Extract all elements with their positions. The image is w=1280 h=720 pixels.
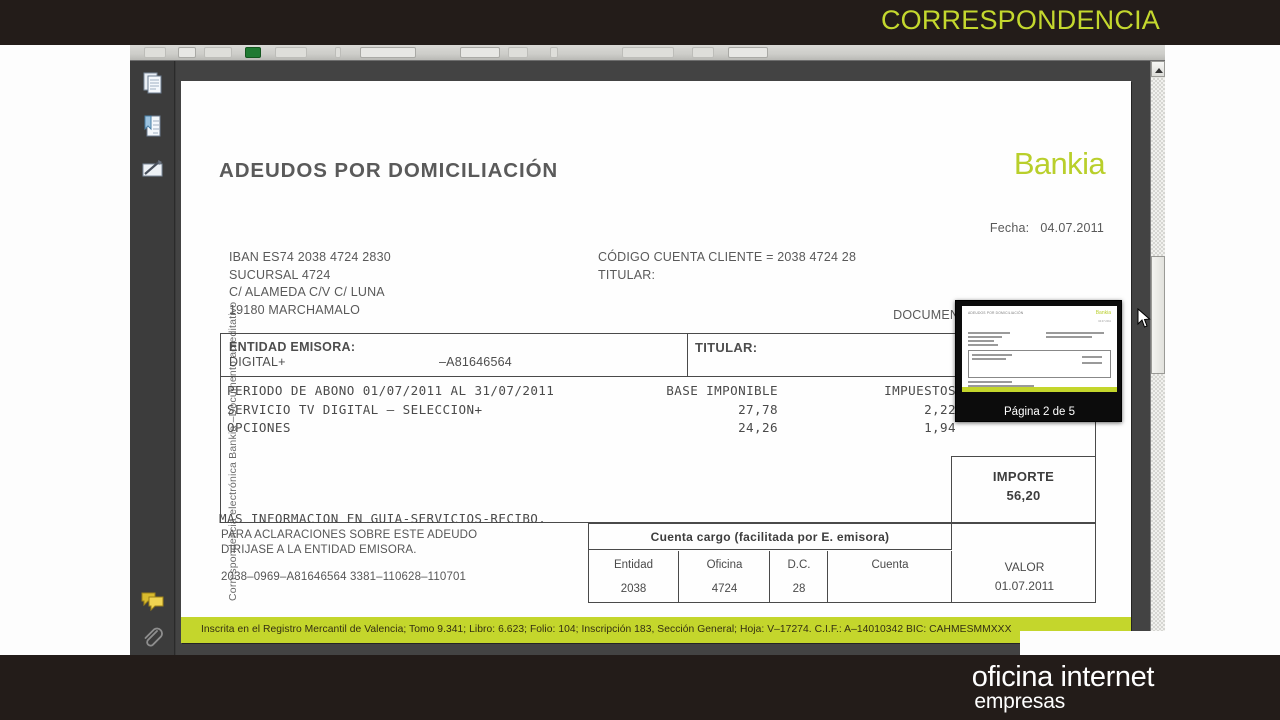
table-cell-cuenta: Cuenta bbox=[829, 551, 952, 603]
scrollbar-thumb[interactable] bbox=[1151, 256, 1165, 374]
bottom-brand-bar: oficina internet empresas bbox=[0, 655, 1280, 720]
toolbar-button-tools[interactable] bbox=[622, 47, 674, 58]
top-brand-bar: CORRESPONDENCIA bbox=[0, 0, 1280, 45]
detail-table: ENTIDAD EMISORA: DIGITAL+ –A81646564 TIT… bbox=[220, 333, 1097, 523]
pages-panel-icon[interactable] bbox=[140, 70, 166, 96]
col-header-dc: D.C. bbox=[787, 559, 811, 571]
fecha-value: 04.07.2011 bbox=[1040, 221, 1104, 235]
table-cell-oficina: Oficina 4724 bbox=[680, 551, 770, 603]
pdf-reader-window: Correspondencia electrónica Bankia –Docu… bbox=[130, 45, 1165, 655]
entidad-emisora-label: ENTIDAD EMISORA: bbox=[229, 340, 356, 354]
entidad-emisora-nif: –A81646564 bbox=[439, 355, 512, 369]
thumbnail-title: ADEUDOS POR DOMICILIACIÓN bbox=[968, 311, 1024, 315]
cuenta-cargo-header: Cuenta cargo (facilitada por E. emisora) bbox=[589, 524, 952, 550]
importe-label: IMPORTE bbox=[992, 469, 1055, 484]
page-preview-thumbnail: ADEUDOS POR DOMICILIACIÓN Bankia 04.07.2… bbox=[962, 306, 1117, 392]
navigation-pane-rail bbox=[130, 61, 175, 655]
mouse-cursor bbox=[1137, 307, 1151, 329]
legal-text: Inscrita en el Registro Mercantil de Val… bbox=[201, 624, 1012, 635]
col-value-oficina: 4724 bbox=[711, 583, 738, 595]
signatures-panel-icon[interactable] bbox=[140, 156, 166, 182]
col-header-cuenta: Cuenta bbox=[871, 559, 909, 571]
cuenta-cargo-table: Cuenta cargo (facilitada por E. emisora)… bbox=[588, 523, 1096, 603]
brand-logo-line2: empresas bbox=[974, 690, 1065, 713]
base-imponible-column: BASE IMPONIBLE 27,78 24,26 bbox=[666, 383, 778, 435]
internal-reference: 2038–0969–A81646564 3381–110628–110701 bbox=[221, 571, 467, 583]
col-header-entidad: Entidad bbox=[613, 559, 653, 571]
detail-table-vertical-divider bbox=[687, 334, 688, 376]
fecha-line: Fecha: 04.07.2011 bbox=[990, 221, 1104, 235]
mas-informacion-line: MAS INFORMACION EN GUIA-SERVICIOS-RECIBO… bbox=[219, 511, 547, 526]
valor-value: 01.07.2011 bbox=[994, 579, 1055, 593]
toolbar-button-email[interactable] bbox=[204, 47, 232, 58]
detail-table-divider bbox=[221, 376, 1097, 377]
legal-green-band: Inscrita en el Registro Mercantil de Val… bbox=[181, 617, 1131, 643]
aclaraciones-text: PARA ACLARACIONES SOBRE ESTE ADEUDO DIRI… bbox=[221, 529, 478, 556]
table-cell-dc: D.C. 28 bbox=[771, 551, 828, 603]
thumbnail-date: 04.07.2011 bbox=[1098, 320, 1111, 323]
toolbar-button-fill-sign[interactable] bbox=[692, 47, 714, 58]
left-page-margin bbox=[0, 45, 130, 655]
toolbar-button-zoom-out[interactable] bbox=[508, 47, 528, 58]
thumbnail-brand: Bankia bbox=[1095, 310, 1111, 316]
document-heading: ADEUDOS POR DOMICILIACIÓN bbox=[219, 159, 559, 182]
toolbar-page-field[interactable] bbox=[360, 47, 416, 58]
toolbar-button-save[interactable] bbox=[144, 47, 166, 58]
titular-label: TITULAR: bbox=[695, 340, 758, 355]
impuestos-column: IMPUESTOS 2,22 1,94 bbox=[884, 383, 956, 435]
page-title: CORRESPONDENCIA bbox=[880, 5, 1160, 35]
fecha-label: Fecha: bbox=[989, 221, 1030, 235]
importe-value: 56,20 bbox=[1006, 488, 1041, 503]
valor-cell: VALOR 01.07.2011 bbox=[953, 551, 1096, 603]
col-value-entidad: 2038 bbox=[620, 583, 647, 595]
reader-toolbar-sliver[interactable] bbox=[130, 45, 1165, 61]
pdf-viewport[interactable]: Correspondencia electrónica Bankia –Docu… bbox=[176, 61, 1150, 655]
toolbar-button-select[interactable] bbox=[275, 47, 307, 58]
importe-box: IMPORTE 56,20 bbox=[951, 456, 1096, 523]
valor-label: VALOR bbox=[1004, 560, 1045, 574]
vertical-scrollbar[interactable] bbox=[1150, 61, 1165, 655]
toolbar-zoom-field[interactable] bbox=[460, 47, 500, 58]
toolbar-separator-2 bbox=[550, 47, 558, 58]
page-preview-label: Página 2 de 5 bbox=[1004, 406, 1075, 418]
bookmarks-panel-icon[interactable] bbox=[140, 113, 166, 139]
toolbar-button-print[interactable] bbox=[178, 47, 196, 58]
detail-lines: PERIODO DE ABONO 01/07/2011 AL 31/07/201… bbox=[227, 383, 555, 435]
right-page-margin bbox=[1165, 45, 1280, 655]
entidad-emisora-value: DIGITAL+ bbox=[229, 355, 286, 369]
bottom-right-margin bbox=[1020, 631, 1165, 655]
attachments-panel-icon[interactable] bbox=[140, 625, 166, 651]
toolbar-separator bbox=[335, 47, 341, 58]
col-value-dc: 28 bbox=[792, 583, 806, 595]
scroll-up-button[interactable] bbox=[1151, 61, 1165, 77]
col-header-oficina: Oficina bbox=[706, 559, 743, 571]
toolbar-button-comment[interactable] bbox=[728, 47, 768, 58]
toolbar-button-sign[interactable] bbox=[245, 47, 261, 58]
comments-panel-icon[interactable] bbox=[140, 588, 166, 614]
brand-logo-line1: oficina internet bbox=[971, 661, 1155, 693]
codigo-cuenta-cliente-block: CÓDIGO CUENTA CLIENTE = 2038 4724 28 TIT… bbox=[598, 250, 857, 282]
bankia-logo: Bankia bbox=[1013, 146, 1106, 181]
address-block: IBAN ES74 2038 4724 2830 SUCURSAL 4724 C… bbox=[229, 250, 391, 317]
page-preview-tooltip: ADEUDOS POR DOMICILIACIÓN Bankia 04.07.2… bbox=[955, 300, 1122, 422]
table-cell-entidad: Entidad 2038 bbox=[589, 551, 679, 603]
